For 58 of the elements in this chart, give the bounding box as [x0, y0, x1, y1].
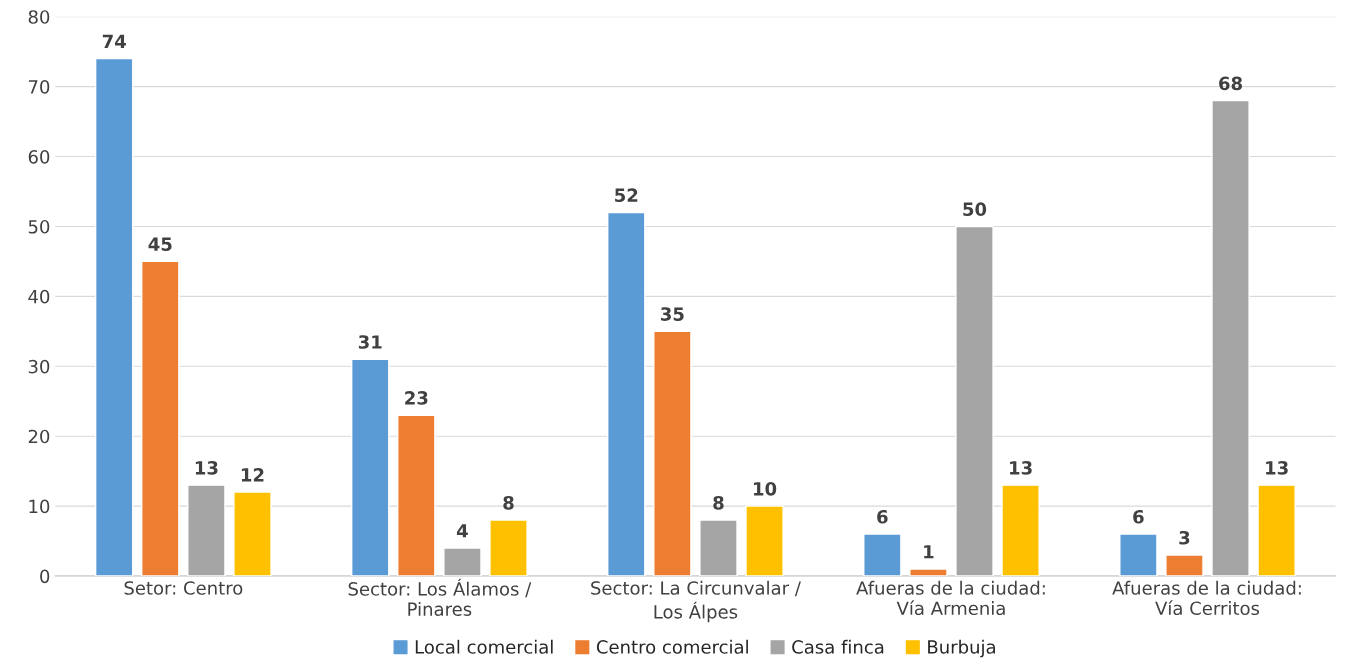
data-label: 74: [102, 34, 126, 48]
x-tick-label: Setor: Centro: [124, 581, 243, 595]
bar: [489, 519, 528, 577]
data-label: 31: [358, 335, 382, 349]
x-tick-label: Sector: La Circunvalar / Los Álpes: [591, 580, 801, 623]
data-label: 13: [1010, 461, 1032, 475]
x-tick-label: Sector: Los Álamos / Pinares: [348, 578, 532, 616]
data-label: 6: [877, 509, 888, 524]
x-tick-label: Afueras de la ciudad: Vía Cerritos: [1112, 580, 1301, 616]
data-label: 3: [1179, 530, 1190, 545]
legend-label: Burbuja: [928, 639, 995, 658]
data-label: 13: [195, 461, 218, 475]
data-label: 23: [405, 391, 428, 405]
bar: [653, 330, 692, 577]
y-tick-label: 0: [40, 569, 50, 584]
bar: [1119, 533, 1158, 577]
data-label: 13: [1266, 461, 1288, 475]
data-label: 6: [1133, 509, 1144, 524]
y-tick-label: 30: [28, 359, 50, 374]
data-label: 8: [503, 495, 514, 510]
data-label: 4: [456, 524, 468, 538]
data-label: 52: [615, 188, 638, 203]
data-label: 1: [924, 545, 934, 559]
legend-label: Centro comercial: [596, 639, 748, 654]
data-label: 68: [1219, 76, 1242, 91]
data-label: 10: [754, 482, 777, 496]
bar: [141, 260, 180, 577]
data-label: 45: [148, 237, 172, 251]
y-tick-label: 80: [28, 10, 50, 24]
bar: [94, 57, 134, 577]
bar: [1165, 554, 1204, 577]
bar: [443, 547, 482, 577]
bar: [350, 358, 390, 577]
bar: [187, 484, 226, 577]
bar: [863, 533, 902, 577]
bar: [955, 225, 994, 577]
y-tick-label: 60: [28, 150, 50, 164]
x-tick-label: Afueras de la ciudad: Vía Armenia: [856, 580, 1045, 616]
bar: [1001, 484, 1040, 577]
legend-label: Local comercial: [415, 639, 553, 654]
bar: [909, 568, 948, 577]
data-label: 12: [241, 468, 264, 482]
data-label: 8: [713, 495, 724, 510]
data-label: 50: [963, 202, 987, 217]
legend-label: Casa finca: [792, 639, 884, 654]
y-tick-label: 50: [28, 219, 50, 234]
y-tick-label: 40: [28, 289, 50, 304]
bar: [607, 211, 646, 577]
y-tick-label: 10: [29, 499, 50, 514]
bar: [1211, 99, 1250, 577]
y-tick-label: 70: [28, 80, 50, 94]
bar: [699, 519, 738, 577]
y-tick-label: 20: [28, 429, 50, 444]
bar: [1257, 484, 1296, 577]
bar: [745, 505, 784, 577]
bar: [233, 491, 272, 577]
bar: [397, 414, 436, 577]
data-label: 35: [661, 307, 684, 321]
